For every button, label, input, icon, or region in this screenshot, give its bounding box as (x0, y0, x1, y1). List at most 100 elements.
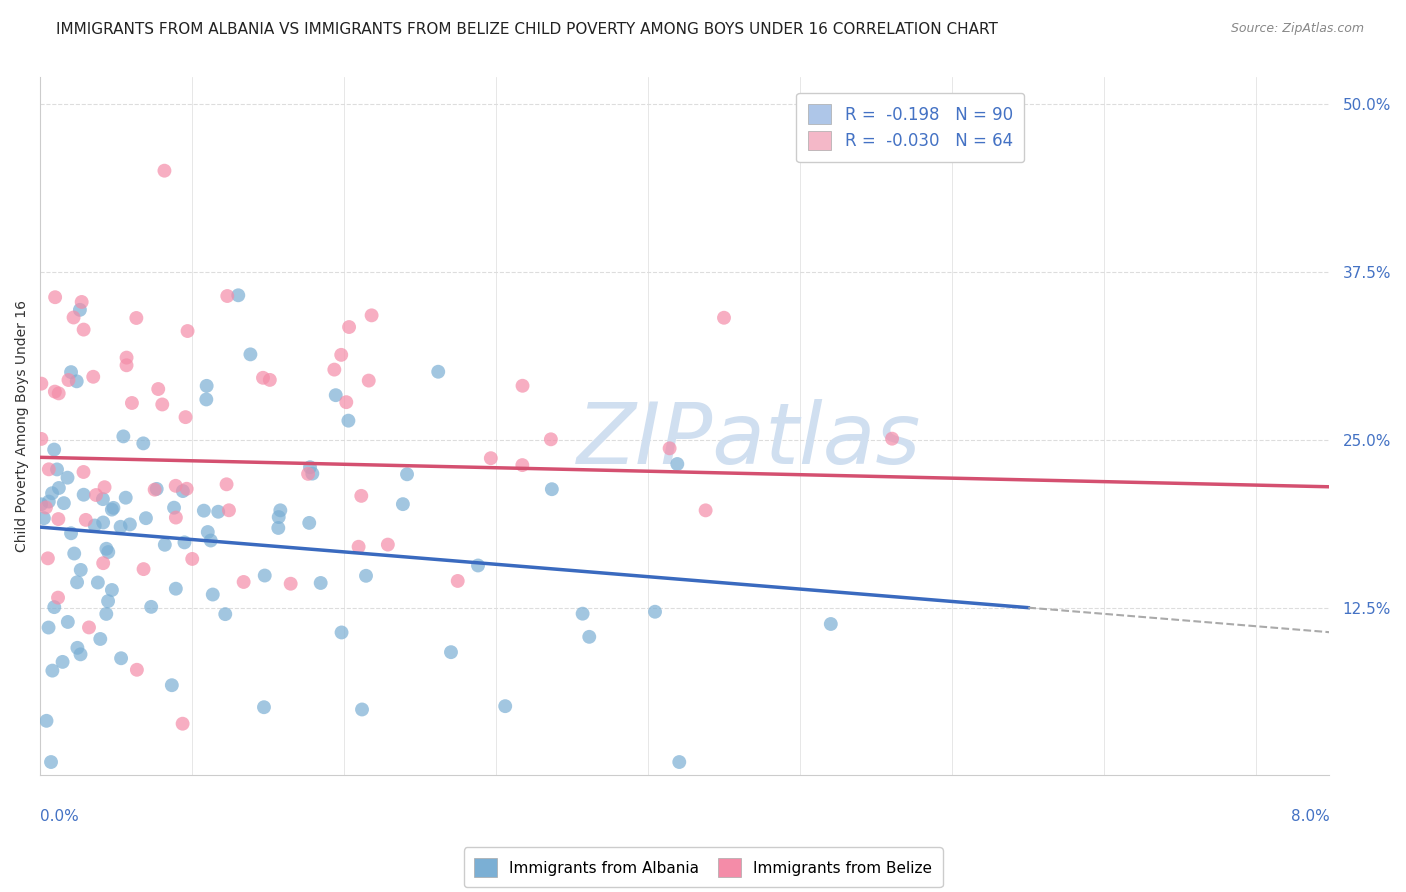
Point (38, 621, 60, 635)
Point (540, 433, 562, 447)
Point (494, 699, 516, 714)
Point (540, 482, 562, 496)
Text: 0.0%: 0.0% (41, 809, 79, 824)
Point (479, 451, 502, 466)
Point (195, 392, 218, 407)
Point (195, 379, 218, 393)
Point (89, 632, 111, 646)
Point (259, 373, 281, 387)
Point (48, 386, 70, 401)
Point (63, 547, 86, 561)
Point (512, 458, 534, 472)
Point (215, 477, 238, 491)
Text: ZIPatlas: ZIPatlas (576, 399, 921, 482)
Point (132, 436, 155, 450)
Point (115, 351, 138, 365)
Point (252, 371, 274, 385)
Point (820, 617, 842, 632)
Point (153, 538, 176, 552)
Point (91, 492, 114, 507)
Point (84, 488, 107, 502)
Point (110, 651, 132, 665)
Point (46, 462, 69, 476)
Point (52, 496, 75, 510)
Point (75, 513, 97, 527)
Point (30, 497, 52, 511)
Point (201, 588, 224, 602)
Point (83, 518, 105, 533)
Point (218, 503, 240, 517)
Point (44, 442, 66, 457)
Point (165, 582, 187, 596)
Point (70, 295, 93, 310)
Point (56, 615, 79, 629)
Point (214, 607, 236, 621)
Point (118, 517, 141, 532)
Point (69, 302, 91, 317)
Point (337, 414, 360, 428)
Legend: R =  -0.198   N = 90, R =  -0.030   N = 64: R = -0.198 N = 90, R = -0.030 N = 64 (796, 93, 1025, 162)
Point (37, 551, 59, 566)
Point (46, 591, 69, 605)
Point (298, 516, 321, 530)
Point (125, 310, 148, 325)
Point (253, 568, 276, 582)
Point (48, 481, 70, 495)
Point (44, 290, 66, 304)
Point (880, 432, 903, 446)
Point (350, 489, 373, 503)
Point (440, 645, 463, 659)
Point (325, 388, 347, 402)
Point (668, 755, 690, 769)
Point (512, 378, 534, 392)
Y-axis label: Child Poverty Among Boys Under 16: Child Poverty Among Boys Under 16 (15, 301, 30, 552)
Point (60, 365, 83, 379)
Point (160, 678, 183, 692)
Text: 8.0%: 8.0% (1291, 809, 1329, 824)
Point (72, 465, 94, 479)
Point (163, 500, 186, 515)
Point (66, 640, 89, 655)
Point (377, 538, 399, 552)
Text: Source: ZipAtlas.com: Source: ZipAtlas.com (1230, 22, 1364, 36)
Point (121, 396, 143, 410)
Point (58, 373, 80, 387)
Point (82, 369, 104, 384)
Point (148, 382, 170, 396)
Point (96, 541, 118, 556)
Point (267, 510, 290, 524)
Point (360, 309, 382, 323)
Point (38, 494, 60, 508)
Point (467, 558, 489, 573)
Point (335, 395, 357, 409)
Point (226, 288, 249, 302)
Point (666, 457, 689, 471)
Text: IMMIGRANTS FROM ALBANIA VS IMMIGRANTS FROM BELIZE CHILD POVERTY AMONG BOYS UNDER: IMMIGRANTS FROM ALBANIA VS IMMIGRANTS FR… (56, 22, 998, 37)
Point (350, 702, 373, 716)
Point (297, 467, 319, 481)
Point (60, 526, 83, 541)
Point (174, 410, 197, 425)
Point (176, 482, 198, 496)
Point (330, 625, 353, 640)
Point (347, 540, 370, 554)
Point (309, 576, 332, 591)
Point (323, 362, 346, 376)
Point (644, 605, 666, 619)
Point (44, 384, 66, 399)
Point (103, 500, 125, 515)
Point (427, 365, 450, 379)
Point (125, 663, 148, 677)
Point (52, 655, 75, 669)
Point (62, 310, 84, 325)
Point (141, 599, 163, 614)
Point (207, 505, 229, 519)
Point (44, 600, 66, 615)
Point (571, 607, 593, 621)
Point (87, 575, 110, 590)
Point (30, 376, 52, 391)
Point (330, 348, 353, 362)
Point (695, 503, 717, 517)
Point (200, 533, 222, 548)
Point (176, 324, 198, 338)
